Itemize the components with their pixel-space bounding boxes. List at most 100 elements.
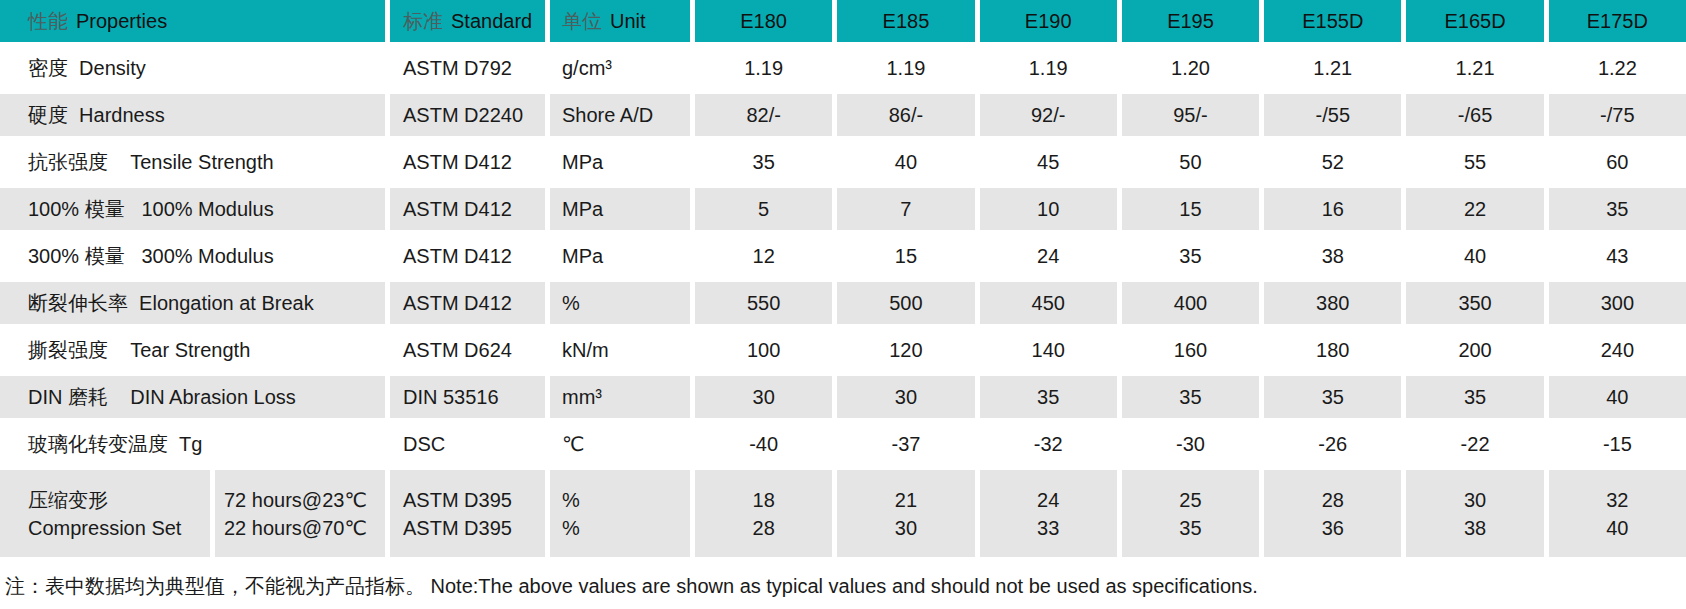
unit-cell: kN/m xyxy=(550,329,690,371)
value-line: 28 xyxy=(753,514,775,542)
table-row: 撕裂强度 Tear StrengthASTM D624kN/m100120140… xyxy=(0,329,1686,371)
header-properties: 性能 Properties xyxy=(0,0,385,42)
value-cell: 1.20 xyxy=(1122,47,1259,89)
value-cell: 350 xyxy=(1406,282,1543,324)
unit-cell: % xyxy=(550,282,690,324)
value-cell: 30 xyxy=(695,376,832,418)
properties-table: 性能Properties 标准Standard 单位Unit E180 E185… xyxy=(0,0,1686,557)
unit-line: % xyxy=(562,514,580,542)
header-unit-cn: 单位 xyxy=(562,9,602,33)
header-standard-en: Standard xyxy=(451,9,532,33)
value-cell: 120 xyxy=(837,329,974,371)
condition-line: 72 hours@23℃ xyxy=(224,486,367,514)
header-unit-en: Unit xyxy=(610,9,646,33)
value-cell: 3240 xyxy=(1549,470,1686,557)
table-row: 300% 模量 300% ModulusASTM D412MPa12152435… xyxy=(0,235,1686,277)
header-grade: E190 xyxy=(980,0,1117,42)
property-cell: 断裂伸长率 Elongation at Break xyxy=(0,282,385,324)
property-line: 压缩变形 xyxy=(28,486,108,514)
value-cell: 52 xyxy=(1264,141,1401,183)
value-cell: 43 xyxy=(1549,235,1686,277)
value-cell: 3038 xyxy=(1406,470,1543,557)
value-cell: -37 xyxy=(837,423,974,465)
value-line: 32 xyxy=(1606,486,1628,514)
value-cell: 95/- xyxy=(1122,94,1259,136)
datasheet-page: 性能Properties 标准Standard 单位Unit E180 E185… xyxy=(0,0,1686,600)
condition-cell: 72 hours@23℃22 hours@70℃ xyxy=(215,470,385,557)
value-cell: 160 xyxy=(1122,329,1259,371)
value-line: 30 xyxy=(1464,486,1486,514)
value-cell: 40 xyxy=(1549,376,1686,418)
value-cell: 5 xyxy=(695,188,832,230)
value-cell: 35 xyxy=(1406,376,1543,418)
property-cell: 密度 Density xyxy=(0,47,385,89)
value-line: 40 xyxy=(1606,514,1628,542)
value-cell: 38 xyxy=(1264,235,1401,277)
property-cell: 玻璃化转变温度 Tg xyxy=(0,423,385,465)
standard-cell: ASTM D624 xyxy=(390,329,545,371)
value-cell: 40 xyxy=(1406,235,1543,277)
header-grade: E195 xyxy=(1122,0,1259,42)
value-cell: 15 xyxy=(1122,188,1259,230)
value-cell: 240 xyxy=(1549,329,1686,371)
value-cell: 450 xyxy=(980,282,1117,324)
unit-cell: MPa xyxy=(550,188,690,230)
standard-cell: ASTM D412 xyxy=(390,235,545,277)
value-cell: 35 xyxy=(1264,376,1401,418)
standard-cell: ASTM D412 xyxy=(390,141,545,183)
value-cell: -32 xyxy=(980,423,1117,465)
value-cell: -26 xyxy=(1264,423,1401,465)
value-cell: 1.19 xyxy=(837,47,974,89)
header-grade: E165D xyxy=(1406,0,1543,42)
header-properties-cn: 性能 xyxy=(28,9,68,33)
value-cell: -/65 xyxy=(1406,94,1543,136)
footnote: 注：表中数据均为典型值，不能视为产品指标。 Note:The above val… xyxy=(5,573,1686,600)
unit-cell: ℃ xyxy=(550,423,690,465)
standard-cell: ASTM D395ASTM D395 xyxy=(390,470,545,557)
header-grade: E155D xyxy=(1264,0,1401,42)
property-cell: 抗张强度 Tensile Strength xyxy=(0,141,385,183)
value-line: 18 xyxy=(753,486,775,514)
value-cell: 1.19 xyxy=(695,47,832,89)
header-standard-cn: 标准 xyxy=(403,9,443,33)
value-cell: 100 xyxy=(695,329,832,371)
value-cell: -22 xyxy=(1406,423,1543,465)
table-row: 100% 模量 100% ModulusASTM D412MPa57101516… xyxy=(0,188,1686,230)
value-cell: 35 xyxy=(695,141,832,183)
standard-cell: ASTM D412 xyxy=(390,282,545,324)
table-header-row: 性能Properties 标准Standard 单位Unit E180 E185… xyxy=(0,0,1686,42)
header-properties-en: Properties xyxy=(76,9,167,33)
table-row: 断裂伸长率 Elongation at BreakASTM D412%55050… xyxy=(0,282,1686,324)
unit-cell: mm³ xyxy=(550,376,690,418)
value-line: 36 xyxy=(1322,514,1344,542)
header-unit: 单位 Unit xyxy=(550,0,690,42)
value-cell: 24 xyxy=(980,235,1117,277)
value-cell: 60 xyxy=(1549,141,1686,183)
value-cell: -15 xyxy=(1549,423,1686,465)
standard-line: ASTM D395 xyxy=(403,514,512,542)
value-cell: 55 xyxy=(1406,141,1543,183)
table-row: 抗张强度 Tensile StrengthASTM D412MPa3540455… xyxy=(0,141,1686,183)
header-grade: E185 xyxy=(837,0,974,42)
header-grade: E175D xyxy=(1549,0,1686,42)
unit-cell: Shore A/D xyxy=(550,94,690,136)
value-cell: 50 xyxy=(1122,141,1259,183)
value-cell: 10 xyxy=(980,188,1117,230)
table-row: DIN 磨耗 DIN Abrasion LossDIN 53516mm³3030… xyxy=(0,376,1686,418)
unit-cell: g/cm³ xyxy=(550,47,690,89)
value-cell: 86/- xyxy=(837,94,974,136)
value-cell: 1.21 xyxy=(1406,47,1543,89)
value-cell: 380 xyxy=(1264,282,1401,324)
standard-cell: ASTM D792 xyxy=(390,47,545,89)
value-cell: -/75 xyxy=(1549,94,1686,136)
value-cell: -40 xyxy=(695,423,832,465)
value-cell: 400 xyxy=(1122,282,1259,324)
table-row-compression-set: 压缩变形Compression Set72 hours@23℃22 hours@… xyxy=(0,470,1686,557)
table-row: 玻璃化转变温度 TgDSC℃-40-37-32-30-26-22-15 xyxy=(0,423,1686,465)
value-cell: 45 xyxy=(980,141,1117,183)
value-cell: 300 xyxy=(1549,282,1686,324)
value-cell: 35 xyxy=(980,376,1117,418)
unit-cell: MPa xyxy=(550,235,690,277)
standard-cell: DSC xyxy=(390,423,545,465)
value-cell: 35 xyxy=(1122,376,1259,418)
